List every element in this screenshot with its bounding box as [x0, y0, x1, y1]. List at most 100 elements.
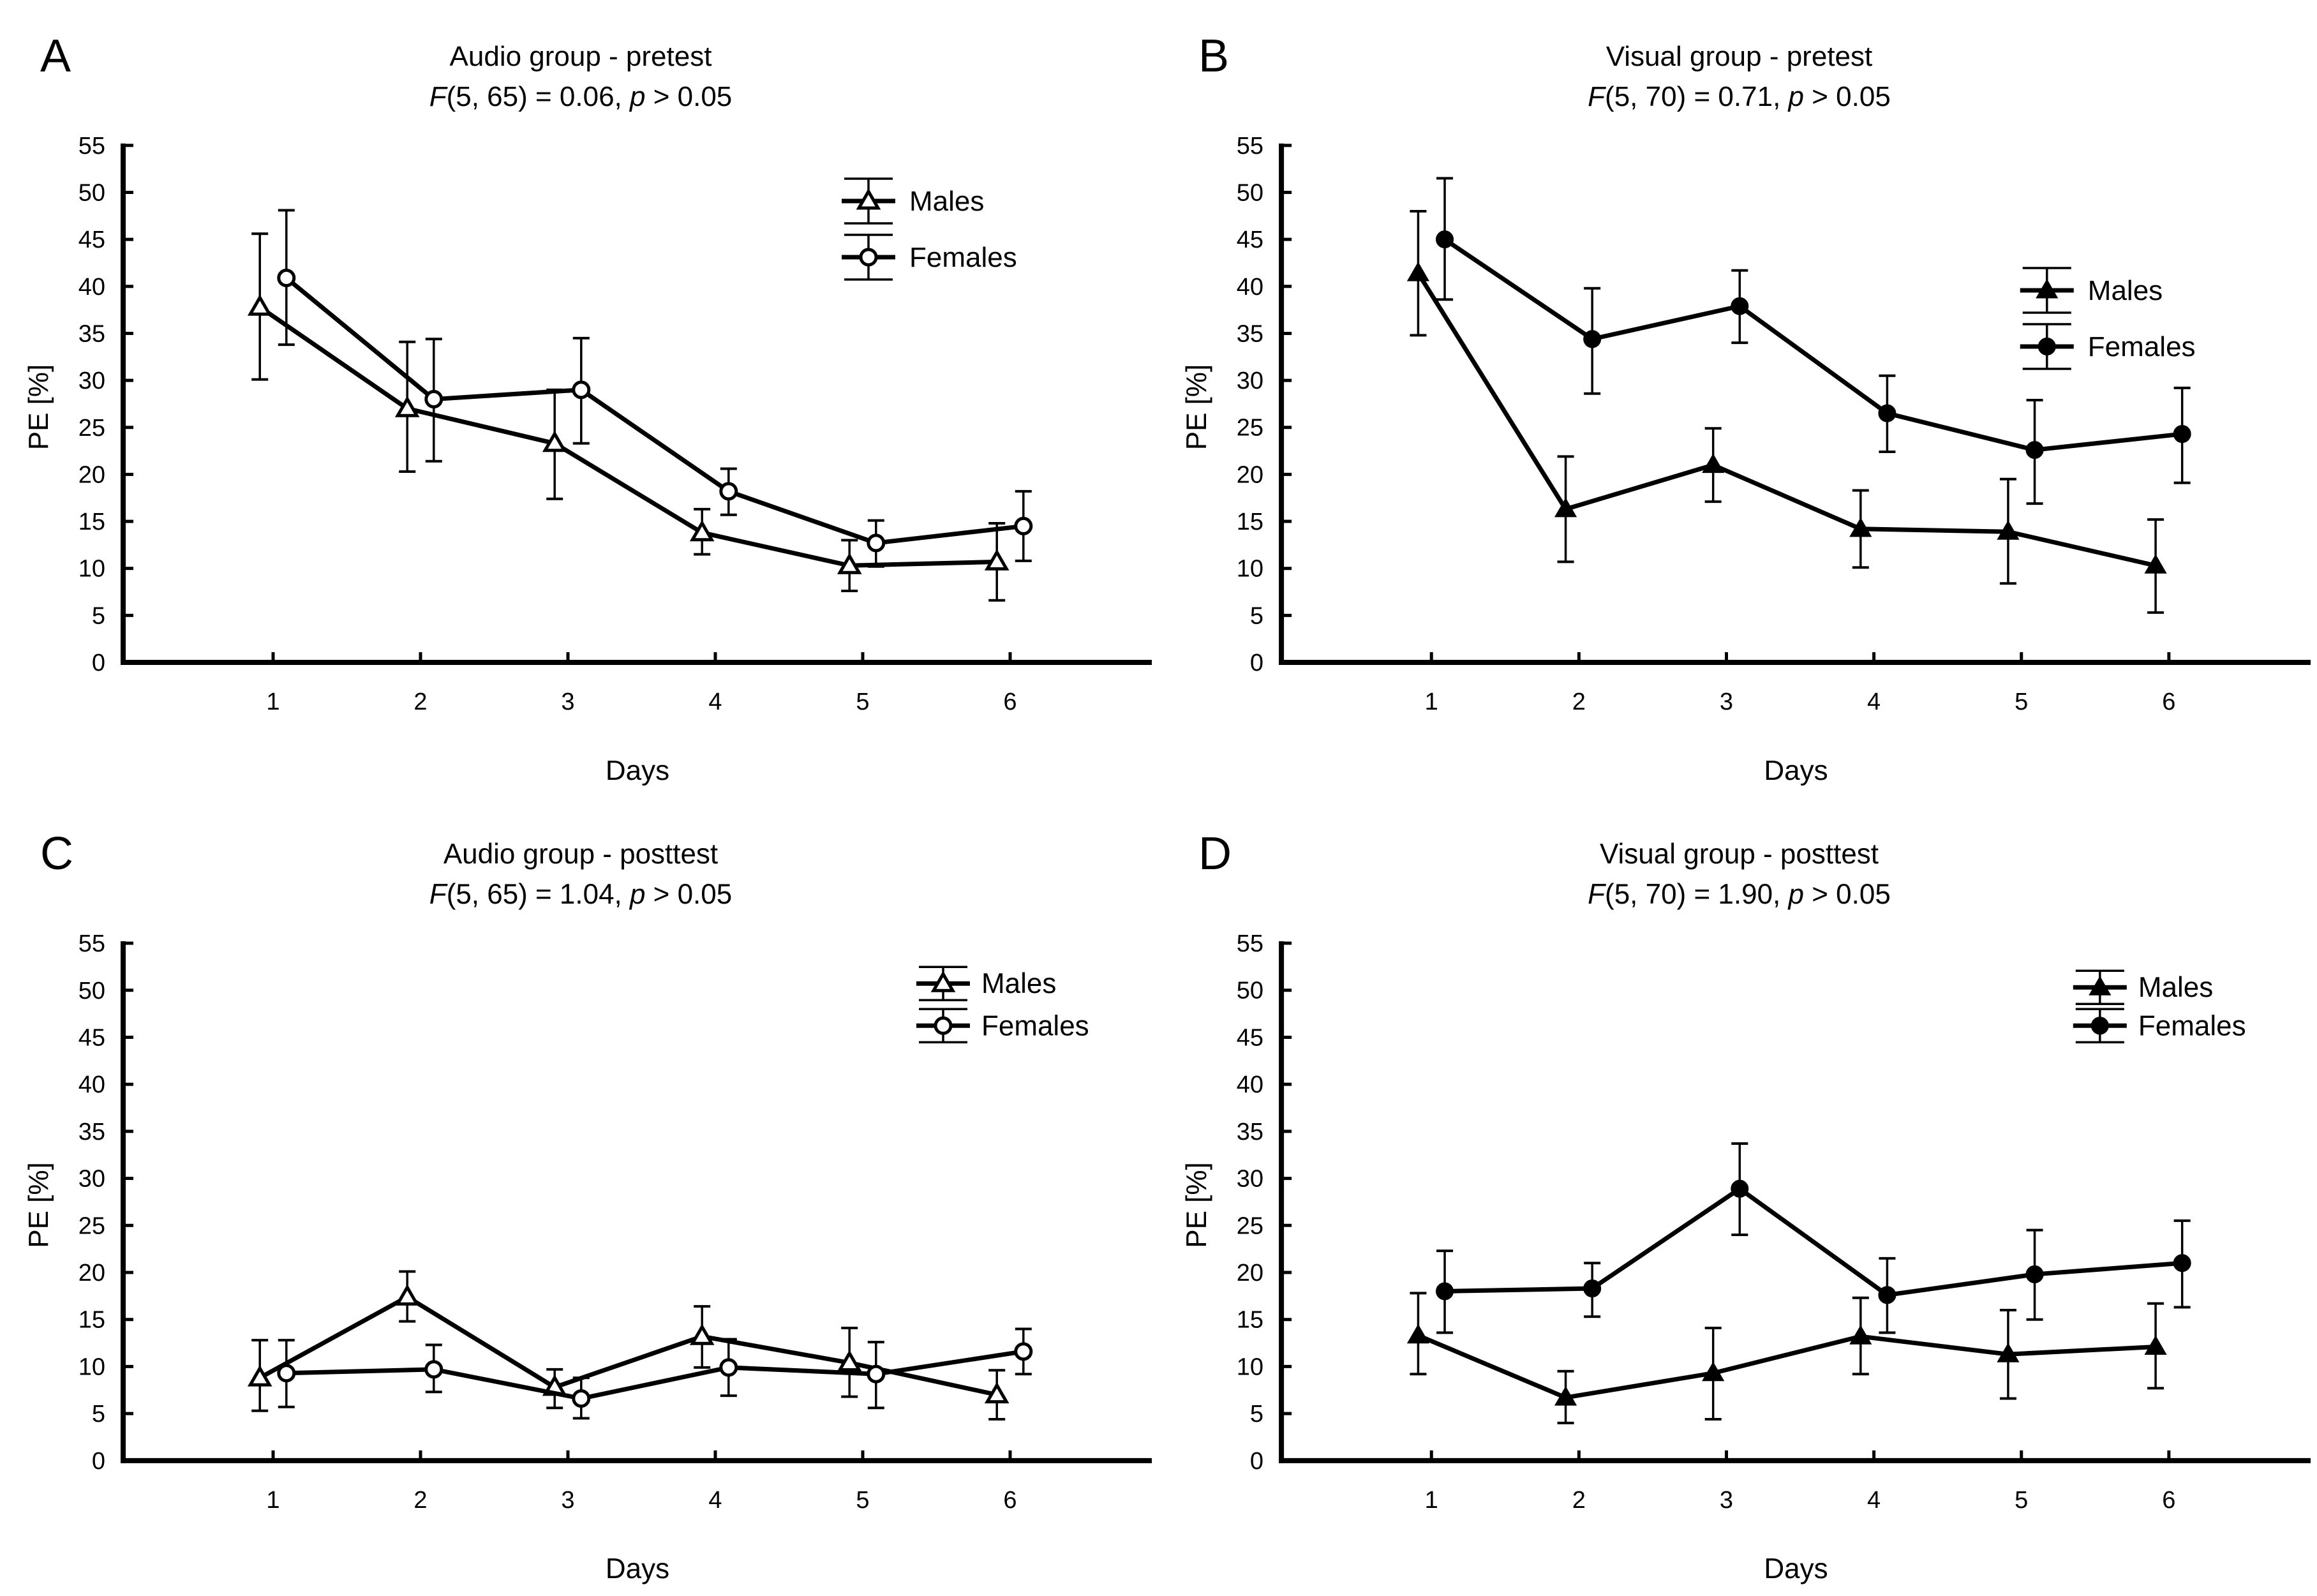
x-tick-label: 3 — [1720, 689, 1733, 715]
y-tick-label: 35 — [78, 1119, 105, 1145]
y-tick-label: 45 — [1237, 1024, 1263, 1051]
series-line-males — [1417, 1333, 2156, 1400]
y-tick-label: 15 — [78, 509, 105, 535]
panel-label: B — [1198, 31, 1229, 82]
x-tick-label: 4 — [708, 1487, 722, 1514]
marker-females — [1731, 1179, 1749, 1198]
legend-marker-males — [2036, 278, 2059, 299]
marker-males — [394, 1284, 420, 1306]
y-tick-label: 15 — [1237, 1307, 1263, 1334]
y-axis-label: PE [%] — [1181, 1162, 1212, 1248]
x-tick-label: 6 — [2162, 689, 2175, 715]
y-axis-label: PE [%] — [23, 364, 54, 451]
y-tick-label: 30 — [78, 1166, 105, 1193]
legend-label-females: Females — [2138, 1010, 2246, 1041]
stat-line: F(5, 65) = 1.04, p > 0.05 — [429, 879, 732, 910]
marker-females — [1878, 1286, 1896, 1304]
y-tick-label: 15 — [78, 1307, 105, 1334]
chart-title: Visual group - posttest — [1600, 839, 1879, 870]
x-tick-label: 2 — [1572, 689, 1586, 715]
panel-visual-posttest: D Visual group - posttest F(5, 70) = 1.90,… — [1158, 798, 2317, 1596]
y-tick-label: 10 — [78, 556, 105, 583]
x-tick-label: 2 — [413, 1487, 427, 1514]
chart-audio-posttest: C Audio group - posttest F(5, 65) = 1.04, … — [0, 798, 1158, 1596]
y-tick-label: 0 — [1250, 650, 1263, 676]
y-tick-label: 25 — [78, 1212, 105, 1239]
y-tick-label: 5 — [92, 602, 105, 629]
marker-females — [1731, 297, 1749, 315]
marker-males — [837, 1350, 862, 1372]
y-tick-label: 10 — [78, 1354, 105, 1380]
y-tick-label: 50 — [1237, 180, 1263, 207]
legend-marker-females — [859, 248, 878, 267]
panel-background — [1158, 0, 2317, 798]
y-tick-label: 55 — [78, 133, 105, 160]
stat-line: F(5, 70) = 0.71, p > 0.05 — [1588, 81, 1891, 112]
marker-females — [2173, 1254, 2191, 1272]
x-tick-label: 2 — [413, 689, 427, 715]
legend-label-males: Males — [981, 968, 1056, 999]
y-tick-label: 0 — [92, 650, 105, 676]
y-tick-label: 45 — [1237, 227, 1263, 253]
y-tick-label: 45 — [78, 227, 105, 253]
legend-label-males: Males — [2088, 275, 2163, 306]
marker-males — [1849, 517, 1872, 537]
legend-marker-males — [2089, 976, 2112, 996]
panel-audio-pretest: A Audio group - pretest F(5, 65) = 0.06, p… — [0, 0, 1158, 798]
x-axis-label: Days — [1764, 755, 1828, 786]
panel-label: A — [40, 31, 71, 82]
marker-females — [719, 1358, 738, 1377]
marker-males — [247, 294, 272, 316]
x-axis-label: Days — [1764, 1553, 1828, 1585]
x-tick-label: 3 — [561, 689, 574, 715]
y-tick-label: 20 — [1237, 1260, 1263, 1286]
y-tick-label: 50 — [1237, 978, 1263, 1004]
marker-females — [572, 1389, 591, 1408]
y-tick-label: 20 — [1237, 461, 1263, 488]
x-tick-label: 6 — [1003, 689, 1017, 715]
x-tick-label: 4 — [708, 689, 722, 715]
legend-marker-females — [2090, 1017, 2109, 1035]
marker-females — [2025, 1265, 2044, 1283]
y-tick-label: 15 — [1237, 509, 1263, 535]
marker-females — [719, 482, 738, 501]
marker-males — [1406, 1324, 1430, 1344]
chart-visual-posttest: D Visual group - posttest F(5, 70) = 1.90,… — [1158, 798, 2317, 1596]
marker-females — [277, 1364, 296, 1383]
y-tick-label: 20 — [78, 1260, 105, 1286]
chart-title: Audio group - pretest — [450, 41, 712, 72]
marker-females — [277, 269, 296, 288]
chart-title: Audio group - posttest — [443, 839, 718, 870]
marker-females — [2025, 441, 2044, 459]
series-line-males — [1416, 272, 2156, 568]
y-tick-label: 40 — [1237, 274, 1263, 301]
y-tick-label: 5 — [92, 1401, 105, 1428]
y-tick-label: 40 — [78, 274, 105, 301]
y-tick-label: 25 — [1237, 415, 1263, 442]
marker-males — [1554, 1386, 1577, 1406]
legend-label-males: Males — [909, 186, 984, 217]
y-tick-label: 50 — [78, 180, 105, 207]
legend-marker-females — [2038, 338, 2056, 355]
legend-label-females: Females — [2088, 331, 2196, 362]
x-axis-label: Days — [606, 1553, 669, 1585]
x-axis-label: Days — [606, 755, 669, 786]
marker-males — [1849, 1325, 1872, 1345]
marker-males — [2144, 1335, 2167, 1355]
panel-label: C — [40, 828, 73, 879]
marker-females — [424, 390, 443, 409]
marker-females — [1583, 330, 1602, 348]
marker-females — [1583, 1279, 1602, 1298]
y-tick-label: 5 — [1250, 602, 1263, 629]
x-tick-label: 5 — [2015, 689, 2028, 715]
marker-males — [1406, 262, 1430, 281]
marker-males — [689, 1324, 715, 1345]
y-tick-label: 30 — [78, 368, 105, 394]
x-tick-label: 1 — [1425, 1487, 1438, 1514]
chart-visual-pretest: B Visual group - pretest F(5, 70) = 0.71, … — [1158, 0, 2317, 798]
y-axis-label: PE [%] — [1181, 364, 1212, 450]
panel-background — [0, 798, 1158, 1596]
panel-audio-posttest: C Audio group - posttest F(5, 65) = 1.04, … — [0, 798, 1158, 1596]
marker-males — [1997, 1343, 2020, 1362]
